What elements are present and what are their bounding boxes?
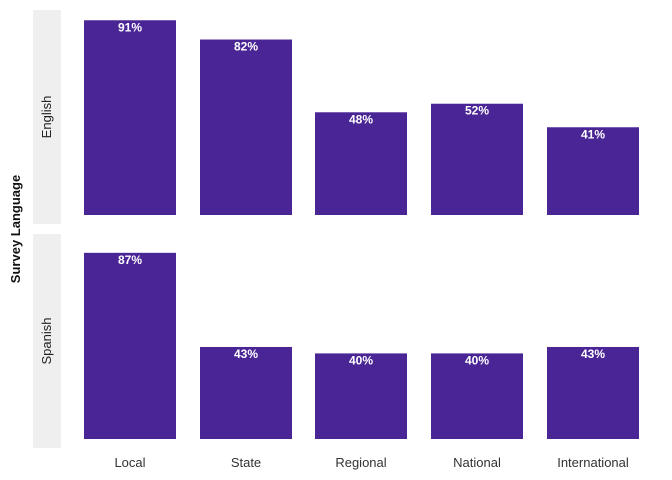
bar-label: 40% bbox=[465, 353, 489, 367]
facet-strip bbox=[33, 234, 61, 448]
facet-panel-spanish: Spanish 87% 43% 40% 40% 43% bbox=[33, 234, 639, 448]
y-axis-title: Survey Language bbox=[8, 175, 23, 283]
x-tick-label: State bbox=[231, 455, 261, 470]
x-tick-label: National bbox=[453, 455, 501, 470]
bar bbox=[315, 353, 407, 439]
x-tick-labels: Local State Regional National International bbox=[114, 455, 628, 470]
bar-label: 52% bbox=[465, 104, 489, 118]
bar bbox=[431, 353, 523, 439]
bar-label: 48% bbox=[349, 112, 373, 126]
bar-label: 82% bbox=[234, 40, 258, 54]
bar bbox=[547, 127, 639, 215]
bar bbox=[315, 112, 407, 215]
bar-label: 43% bbox=[581, 347, 605, 361]
bar bbox=[547, 346, 639, 439]
facet-strip bbox=[33, 10, 61, 224]
x-tick-label: Regional bbox=[335, 455, 386, 470]
bar-label: 87% bbox=[118, 253, 142, 267]
bar bbox=[84, 20, 176, 216]
x-tick-label: International bbox=[557, 455, 629, 470]
facet-panel-english: English 91% 82% 48% 52% 41% bbox=[33, 10, 639, 224]
bar bbox=[431, 103, 523, 215]
bar bbox=[200, 346, 292, 439]
bar-label: 91% bbox=[118, 20, 142, 34]
x-tick-label: Local bbox=[114, 455, 145, 470]
bar-label: 43% bbox=[234, 347, 258, 361]
bar bbox=[200, 39, 292, 215]
bar-label: 41% bbox=[581, 127, 605, 141]
facet-label: Spanish bbox=[39, 318, 54, 365]
facets: English 91% 82% 48% 52% 41% Spanish 87% 43% 40% 40… bbox=[33, 10, 639, 448]
bar bbox=[84, 252, 176, 439]
facet-label: English bbox=[39, 96, 54, 139]
bar-label: 40% bbox=[349, 353, 373, 367]
